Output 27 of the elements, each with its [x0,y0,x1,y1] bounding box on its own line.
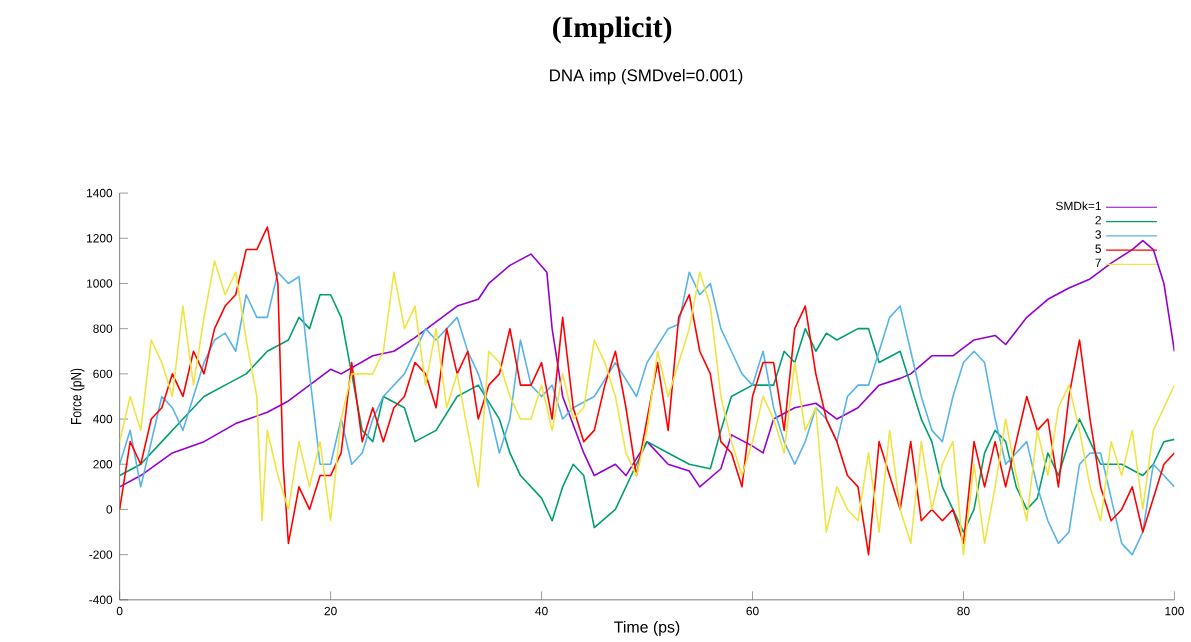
y-tick-label: 600 [93,369,113,378]
y-tick-label: -200 [89,550,113,559]
chart-title: (Implicit) [553,16,672,44]
legend-label: 3 [1095,230,1101,239]
x-tick-label: 20 [324,606,337,616]
legend-label: 7 [1095,258,1101,267]
legend-label: 5 [1095,244,1102,253]
y-tick-label: 200 [93,459,113,469]
line-series [119,293,1175,533]
y-tick-label: 1200 [87,233,113,243]
y-axis-title: Force (pN) [70,368,85,424]
y-tick-label: -400 [89,595,113,604]
x-axis-title: Time (ps) [614,620,680,636]
y-tick-label: 400 [93,414,113,424]
y-tick-label: 1400 [87,188,113,198]
y-tick-label: 1000 [87,279,113,288]
y-tick-label: 800 [93,324,113,333]
legend-label: 2 [1095,215,1101,225]
x-tick-label: 0 [116,606,123,616]
x-tick-label: 100 [1165,606,1184,616]
chart-subtitle: DNA imp (SMDvel=0.001) [550,68,743,85]
x-tick-label: 80 [957,606,970,616]
x-tick-label: 40 [535,606,548,616]
x-tick-label: 60 [746,606,759,616]
line-series [119,239,1175,488]
legend-label: SMDk=1 [1056,201,1101,210]
y-tick-label: 0 [106,505,113,514]
